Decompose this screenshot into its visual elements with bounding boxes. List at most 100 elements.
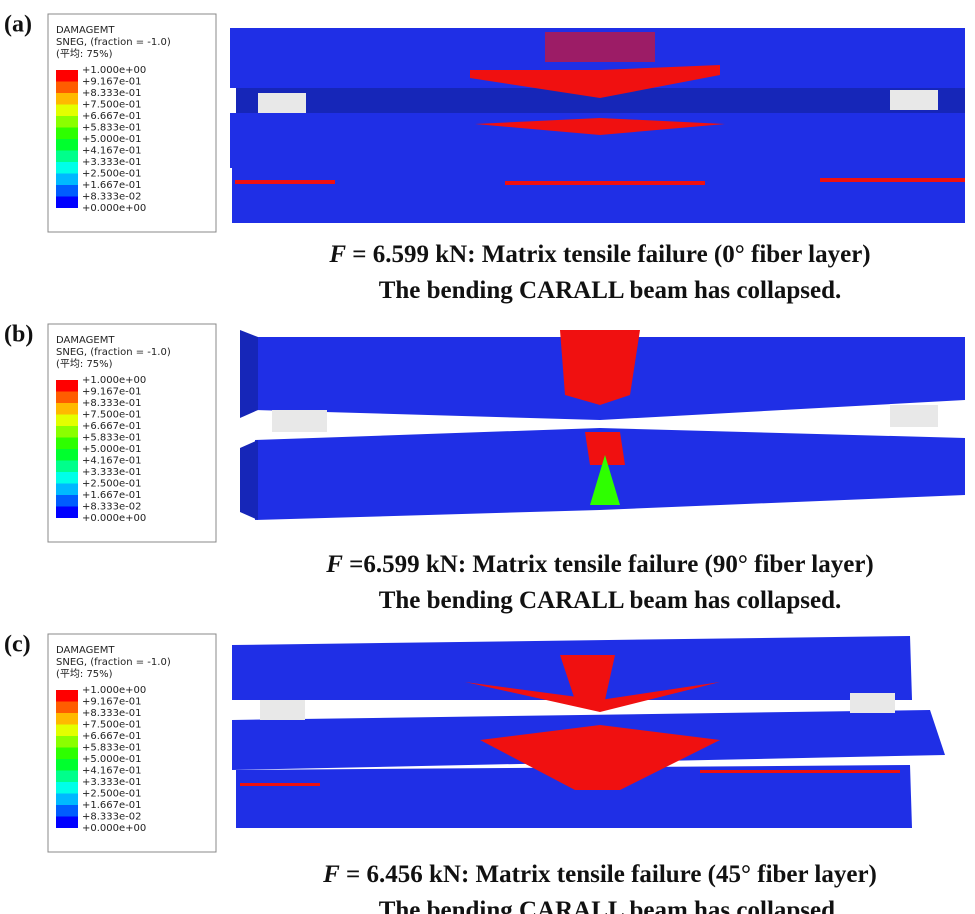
legend-swatch bbox=[56, 782, 78, 794]
damage bbox=[585, 432, 625, 465]
legend-level: +8.333e-01 bbox=[82, 88, 142, 99]
legend-swatch bbox=[56, 506, 78, 518]
legend-level: +4.167e-01 bbox=[82, 766, 142, 777]
legend-swatch bbox=[56, 495, 78, 507]
legend-level: +9.167e-01 bbox=[82, 387, 142, 398]
support bbox=[258, 93, 306, 113]
legend-swatch bbox=[56, 150, 78, 162]
legend-swatch bbox=[56, 472, 78, 484]
legend-swatch bbox=[56, 173, 78, 185]
legend-swatch bbox=[56, 162, 78, 174]
beam-layer bbox=[240, 330, 258, 418]
legend-level: +7.500e-01 bbox=[82, 100, 142, 111]
legend-swatch bbox=[56, 403, 78, 415]
legend-swatch bbox=[56, 116, 78, 128]
legend-level: +5.833e-01 bbox=[82, 743, 142, 754]
damage bbox=[545, 32, 655, 62]
legend-level: +4.167e-01 bbox=[82, 146, 142, 157]
legend-level: +8.333e-02 bbox=[82, 192, 142, 203]
caption-symbol: F bbox=[328, 241, 346, 268]
legend-swatch bbox=[56, 724, 78, 736]
legend-swatch bbox=[56, 816, 78, 828]
legend-level: +7.500e-01 bbox=[82, 720, 142, 731]
legend-level: +3.333e-01 bbox=[82, 467, 142, 478]
legend-title: (平均: 75%) bbox=[56, 48, 113, 60]
legend-level: +5.833e-01 bbox=[82, 433, 142, 444]
legend-title: (平均: 75%) bbox=[56, 358, 113, 370]
legend-level: +3.333e-01 bbox=[82, 777, 142, 788]
legend-level: +5.000e-01 bbox=[82, 754, 142, 765]
caption-line2: The bending CARALL beam has collapsed. bbox=[379, 897, 842, 914]
legend-level: +0.000e+00 bbox=[82, 823, 146, 834]
legend-level: +8.333e-01 bbox=[82, 398, 142, 409]
legend-swatch bbox=[56, 460, 78, 472]
legend-level: +6.667e-01 bbox=[82, 421, 142, 432]
legend-level: +6.667e-01 bbox=[82, 731, 142, 742]
legend-swatch bbox=[56, 759, 78, 771]
legend-level: +3.333e-01 bbox=[82, 157, 142, 168]
support bbox=[890, 405, 938, 427]
legend-level: +8.333e-02 bbox=[82, 812, 142, 823]
legend-swatch bbox=[56, 70, 78, 82]
damage bbox=[590, 455, 620, 505]
legend-title: DAMAGEMT bbox=[56, 25, 115, 36]
legend-level: +1.000e+00 bbox=[82, 685, 146, 696]
legend-swatch bbox=[56, 93, 78, 105]
legend-title: DAMAGEMT bbox=[56, 645, 115, 656]
legend-level: +0.000e+00 bbox=[82, 203, 146, 214]
legend-level: +6.667e-01 bbox=[82, 111, 142, 122]
damage bbox=[480, 725, 720, 790]
legend-level: +4.167e-01 bbox=[82, 456, 142, 467]
legend-swatch bbox=[56, 690, 78, 702]
legend-title: SNEG, (fraction = -1.0) bbox=[56, 347, 171, 358]
legend-title: SNEG, (fraction = -1.0) bbox=[56, 657, 171, 668]
damage bbox=[465, 682, 720, 712]
support bbox=[850, 693, 895, 713]
legend-level: +1.667e-01 bbox=[82, 490, 142, 501]
legend-swatch bbox=[56, 391, 78, 403]
beam-layer bbox=[236, 765, 912, 828]
legend-level: +1.667e-01 bbox=[82, 800, 142, 811]
damage bbox=[235, 180, 335, 184]
caption: F = 6.599 kN: Matrix tensile failure (0°… bbox=[328, 241, 870, 268]
legend-swatch bbox=[56, 701, 78, 713]
legend-swatch bbox=[56, 770, 78, 782]
support bbox=[890, 90, 938, 110]
damage bbox=[560, 655, 615, 700]
legend-level: +1.000e+00 bbox=[82, 375, 146, 386]
legend-swatch bbox=[56, 139, 78, 151]
legend-level: +8.333e-01 bbox=[82, 708, 142, 719]
legend-level: +1.000e+00 bbox=[82, 65, 146, 76]
caption-text: = 6.599 kN: Matrix tensile failure (0° f… bbox=[346, 241, 871, 268]
caption-line2: The bending CARALL beam has collapsed. bbox=[379, 587, 842, 614]
legend-swatch bbox=[56, 437, 78, 449]
panel-label: (a) bbox=[4, 12, 32, 38]
damage bbox=[820, 178, 965, 182]
caption-text: =6.599 kN: Matrix tensile failure (90° f… bbox=[343, 551, 874, 578]
damage bbox=[505, 181, 705, 185]
legend-swatch bbox=[56, 127, 78, 139]
beam-layer bbox=[240, 440, 258, 520]
legend-level: +5.833e-01 bbox=[82, 123, 142, 134]
legend-swatch bbox=[56, 185, 78, 197]
legend-title: SNEG, (fraction = -1.0) bbox=[56, 37, 171, 48]
legend-title: (平均: 75%) bbox=[56, 668, 113, 680]
caption-text: = 6.456 kN: Matrix tensile failure (45° … bbox=[340, 861, 877, 888]
legend-level: +5.000e-01 bbox=[82, 134, 142, 145]
legend-swatch bbox=[56, 736, 78, 748]
legend-swatch bbox=[56, 380, 78, 392]
damage bbox=[560, 330, 640, 405]
caption: F = 6.456 kN: Matrix tensile failure (45… bbox=[322, 861, 877, 888]
legend-swatch bbox=[56, 449, 78, 461]
panel-label: (c) bbox=[4, 632, 31, 658]
legend-level: +2.500e-01 bbox=[82, 479, 142, 490]
legend-title: DAMAGEMT bbox=[56, 335, 115, 346]
panel-label: (b) bbox=[4, 322, 33, 348]
support bbox=[260, 700, 305, 720]
legend-swatch bbox=[56, 713, 78, 725]
legend-level: +2.500e-01 bbox=[82, 169, 142, 180]
